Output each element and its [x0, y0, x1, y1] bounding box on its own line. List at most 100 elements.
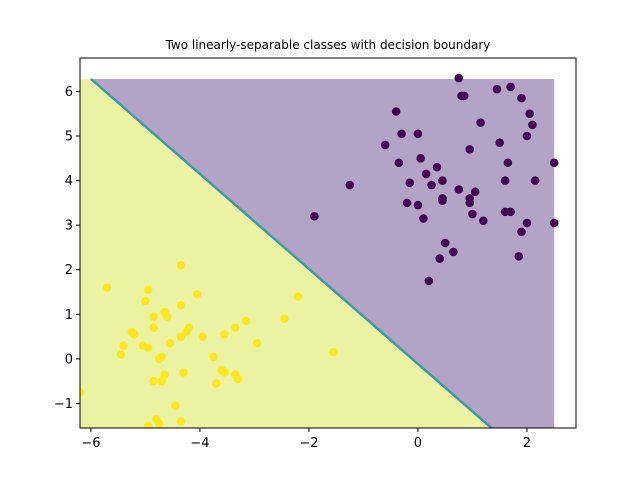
scatter-point — [329, 347, 338, 357]
scatter-point — [465, 145, 475, 154]
scatter-point — [525, 109, 534, 119]
scatter-point — [293, 292, 303, 301]
scatter-point — [252, 339, 262, 348]
scatter-point — [80, 388, 85, 397]
y-axis: −1 0 1 2 3 4 5 6 — [54, 85, 80, 412]
scatter-point — [514, 252, 524, 261]
x-tick-label: −6 — [81, 436, 100, 451]
scatter-point — [397, 129, 406, 139]
scatter-point — [380, 140, 390, 150]
scatter-point — [528, 120, 537, 130]
y-tick-label: 3 — [65, 219, 73, 234]
scatter-point — [517, 227, 526, 237]
scatter-point — [495, 138, 504, 147]
scatter-point — [119, 341, 128, 350]
scatter-point — [416, 154, 425, 163]
scatter-point — [419, 214, 428, 223]
scatter-point — [102, 283, 112, 292]
scatter-point — [162, 312, 172, 321]
scatter-point — [176, 417, 186, 426]
scatter-point — [171, 401, 180, 411]
plot-frame — [79, 57, 577, 429]
scatter-point — [465, 198, 475, 208]
y-tick-label: 4 — [65, 174, 73, 189]
scatter-point — [413, 129, 423, 139]
scatter-point — [517, 93, 526, 103]
scatter-point — [231, 323, 240, 332]
scatter-point — [402, 198, 412, 208]
y-tick-label: −1 — [54, 397, 73, 412]
scatter-point — [310, 211, 319, 221]
scatter-point — [192, 289, 202, 299]
region-class-1 — [80, 78, 492, 428]
scatter-point — [176, 332, 186, 341]
scatter-point — [391, 107, 401, 116]
y-tick-label: 5 — [65, 130, 73, 145]
scatter-point — [476, 118, 485, 127]
scatter-point — [116, 350, 126, 359]
scatter-point — [438, 196, 447, 205]
scatter-point — [211, 379, 221, 388]
scatter-points — [80, 73, 559, 428]
plot-area — [80, 73, 559, 428]
scatter-point — [220, 330, 229, 339]
scatter-point — [440, 238, 450, 248]
scatter-point — [241, 316, 251, 326]
scatter-point — [427, 180, 436, 190]
scatter-point — [405, 178, 415, 188]
decision-boundary — [90, 78, 493, 428]
x-axis: −6 −4 −2 0 2 — [81, 428, 531, 451]
y-tick-label: 2 — [65, 263, 73, 278]
scatter-point — [141, 296, 150, 306]
y-tick-label: 6 — [65, 85, 73, 100]
scatter-point — [522, 131, 532, 141]
scatter-point — [165, 339, 175, 348]
x-tick-label: −4 — [190, 436, 209, 451]
scatter-point — [220, 367, 229, 377]
scatter-point — [149, 312, 158, 321]
scatter-point — [198, 332, 207, 341]
scatter-point — [149, 376, 158, 386]
scatter-point — [506, 207, 515, 217]
chart-title: Two linearly-separable classes with deci… — [165, 38, 491, 52]
scatter-point — [154, 419, 164, 428]
scatter-point — [454, 185, 464, 194]
series-0 — [310, 73, 559, 286]
scatter-point — [233, 374, 243, 384]
scatter-point — [143, 343, 153, 353]
scatter-point — [157, 376, 167, 386]
scatter-point — [149, 323, 158, 332]
scatter-point — [549, 158, 559, 168]
scatter-point — [454, 73, 464, 83]
scatter-point — [479, 216, 488, 226]
scatter-point — [413, 200, 423, 210]
scatter-point — [160, 370, 169, 379]
scatter-point — [522, 218, 532, 228]
scatter-point — [143, 285, 153, 295]
scatter-point — [432, 162, 442, 172]
scatter-point — [143, 421, 153, 428]
scatter-point — [424, 276, 434, 286]
scatter-point — [154, 354, 164, 364]
scatter-point — [438, 176, 447, 185]
scatter-point — [457, 91, 466, 101]
scatter-point — [500, 176, 510, 185]
scatter-point — [549, 218, 559, 228]
scatter-point — [394, 158, 404, 168]
scatter-point — [503, 158, 513, 168]
scatter-point — [470, 187, 480, 197]
scatter-point — [209, 352, 218, 361]
scatter-point — [449, 247, 458, 257]
scatter-point — [179, 367, 188, 377]
scatter-point — [492, 84, 502, 94]
scatter-point — [176, 301, 186, 310]
scatter-point — [435, 254, 445, 263]
x-tick-label: 0 — [414, 436, 422, 451]
y-tick-label: 0 — [65, 352, 73, 367]
scatter-point — [345, 180, 355, 190]
y-tick-label: 1 — [65, 308, 73, 323]
scatter-point — [530, 176, 540, 185]
scatter-point — [280, 314, 289, 324]
scatter-point — [468, 209, 477, 219]
